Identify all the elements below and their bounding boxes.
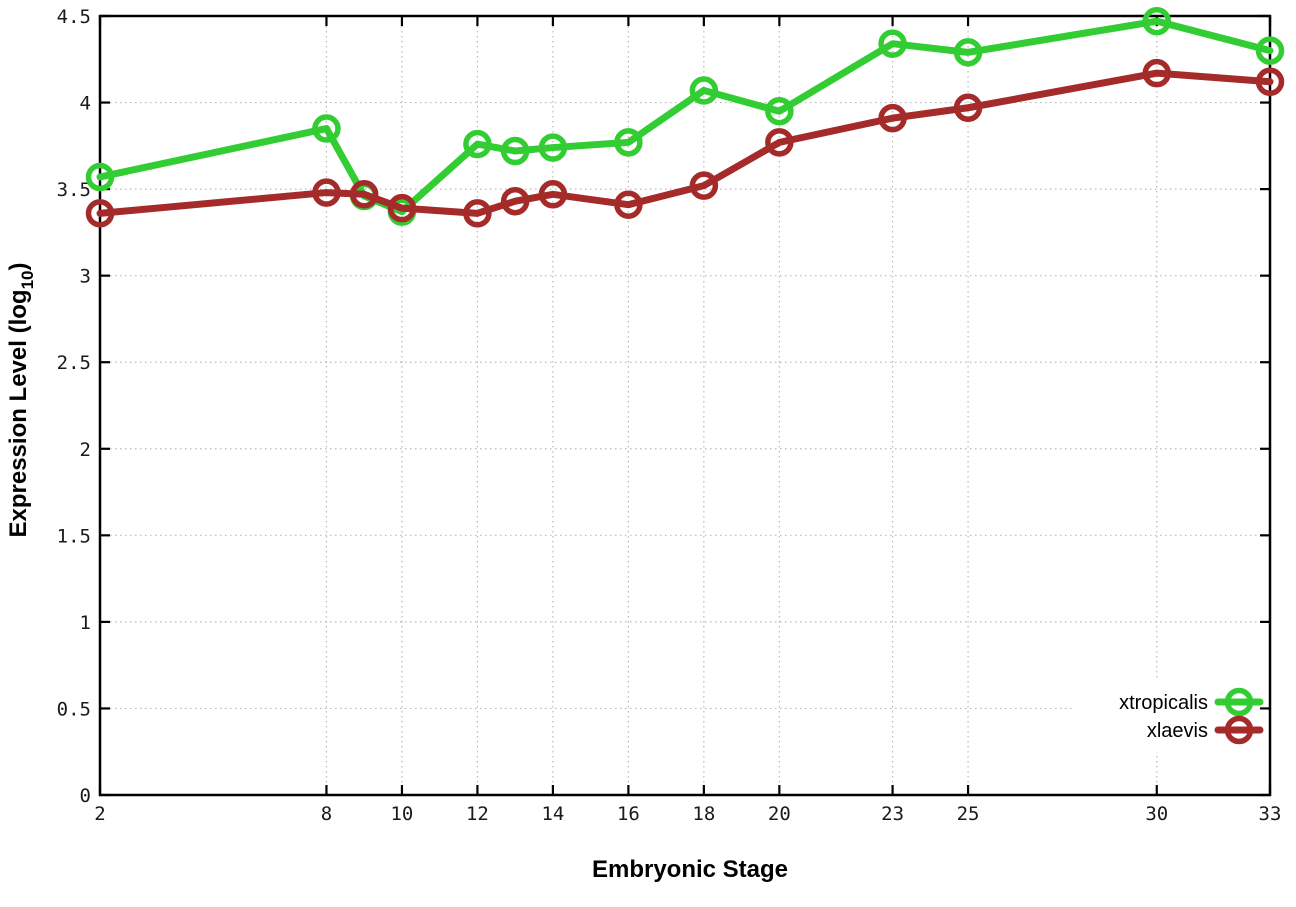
y-tick-label: 1.5	[57, 525, 91, 547]
data-point-marker-xtropicalis	[614, 128, 643, 157]
x-tick-label: 18	[692, 803, 715, 825]
y-tick-label: 2	[80, 439, 91, 461]
plot-border	[98, 14, 1272, 797]
x-tick-label: 8	[321, 803, 332, 825]
legend-marker-xlaevis	[1224, 715, 1254, 745]
y-tick-label: 4	[80, 93, 91, 115]
y-tick-label: 2.5	[57, 352, 91, 374]
data-point-marker-xtropicalis	[689, 76, 719, 105]
y-axis-title: Expression Level (log10)	[5, 263, 37, 538]
data-point-marker-xlaevis	[1142, 58, 1172, 88]
y-tick-label: 1	[80, 612, 91, 634]
y-tick-label: 0	[80, 785, 91, 807]
data-point-marker-xtropicalis	[765, 96, 794, 126]
data-point-marker-xtropicalis	[85, 162, 115, 192]
x-tick-label: 33	[1259, 803, 1282, 825]
data-point-marker-xlaevis	[953, 93, 983, 122]
y-axis-title-main: Expression Level (log	[5, 289, 32, 537]
data-point-marker-xtropicalis	[1142, 6, 1172, 36]
data-point-marker-xlaevis	[85, 199, 115, 228]
series-line-xtropicalis	[96, 17, 1274, 216]
x-tick-label: 12	[466, 803, 489, 825]
x-tick-label: 10	[390, 803, 413, 825]
data-point-marker-xlaevis	[689, 171, 719, 200]
x-tick-label: 25	[957, 803, 980, 825]
data-point-marker-xtropicalis	[463, 129, 492, 159]
x-tick-label: 14	[541, 803, 564, 825]
y-axis-title-end: )	[5, 263, 32, 271]
data-point-marker-xlaevis	[538, 180, 568, 209]
series-line-xlaevis	[96, 69, 1274, 217]
legend-marker-xtropicalis	[1224, 687, 1254, 717]
y-axis-title-subscript: 10	[18, 271, 37, 290]
x-tick-label: 2	[94, 803, 105, 825]
tick-marks	[98, 14, 1272, 797]
data-point-marker-xtropicalis	[878, 29, 907, 58]
data-point-marker-xlaevis	[765, 128, 794, 157]
legend-item-xlaevis: xlaevis	[1147, 715, 1264, 745]
data-point-marker-xlaevis	[312, 178, 341, 207]
data-point-marker-xlaevis	[387, 193, 417, 223]
y-tick-label: 3.5	[57, 179, 91, 201]
x-axis-title: Embryonic Stage	[592, 856, 788, 883]
data-point-marker-xlaevis	[463, 199, 492, 228]
x-tick-label: 16	[617, 803, 640, 825]
x-tick-label: 20	[768, 803, 791, 825]
legend-label-xtropicalis: xtropicalis	[1119, 692, 1208, 714]
x-tick-label: 23	[881, 803, 904, 825]
data-point-marker-xtropicalis	[1255, 36, 1285, 65]
data-point-marker-xlaevis	[878, 103, 907, 133]
data-point-marker-xtropicalis	[953, 38, 983, 67]
data-point-marker-xtropicalis	[500, 136, 530, 166]
legend: xtropicalis xlaevis	[1119, 687, 1264, 745]
data-point-marker-xlaevis	[349, 180, 379, 209]
chart-generated-layer: 2 8 10 12 14 16 18 20 23 25 30 33 0 0.5 1 1.5 2 2.5 3 3.5 4 4…	[57, 6, 1285, 825]
y-tick-label: 3	[80, 266, 91, 288]
data-point-marker-xtropicalis	[312, 114, 341, 143]
x-tick-label: 30	[1145, 803, 1168, 825]
data-point-marker-xlaevis	[614, 190, 643, 219]
legend-label-xlaevis: xlaevis	[1147, 720, 1208, 742]
data-point-marker-xlaevis	[500, 186, 530, 216]
y-tick-label: 4.5	[57, 6, 91, 28]
series-xlaevis	[85, 58, 1285, 228]
data-point-marker-xtropicalis	[538, 133, 568, 162]
data-point-marker-xlaevis	[1255, 67, 1285, 97]
y-tick-label: 0.5	[57, 698, 91, 720]
legend-item-xtropicalis: xtropicalis	[1119, 687, 1264, 717]
